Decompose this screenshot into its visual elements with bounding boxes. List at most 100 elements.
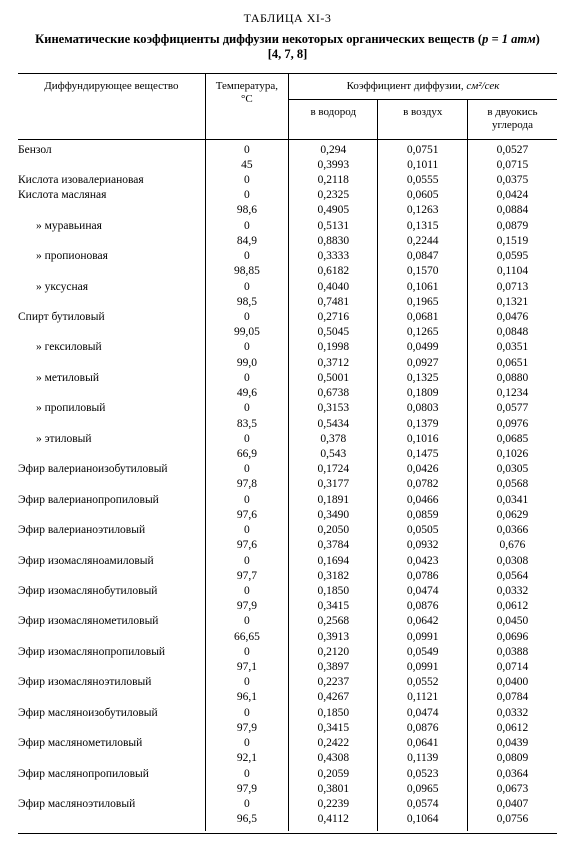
cell-substance — [18, 751, 205, 766]
cell-substance: Кислота масляная — [18, 188, 205, 203]
cell-air: 0,0681 — [378, 310, 467, 325]
cell-substance: » гексиловый — [18, 340, 205, 355]
cell-h2: 0,2050 — [289, 523, 378, 538]
cell-substance: Эфир маслянопропиловый — [18, 767, 205, 782]
cell-temperature: 66,9 — [205, 447, 288, 462]
cell-h2: 0,6182 — [289, 264, 378, 279]
cell-temperature: 0 — [205, 675, 288, 690]
cell-substance — [18, 538, 205, 553]
table-row: » пропионовая00,33330,08470,0595 — [18, 249, 557, 264]
cell-substance: Эфир валерианоизобутиловый — [18, 462, 205, 477]
cell-air: 0,0965 — [378, 782, 467, 797]
cell-temperature: 0 — [205, 706, 288, 721]
cell-h2: 0,2239 — [289, 797, 378, 812]
cell-air: 0,0927 — [378, 356, 467, 371]
cell-h2: 0,1891 — [289, 493, 378, 508]
cell-co2: 0,0884 — [467, 203, 557, 218]
cell-co2: 0,0784 — [467, 690, 557, 705]
cell-substance — [18, 234, 205, 249]
cell-substance — [18, 782, 205, 797]
cell-substance — [18, 417, 205, 432]
cell-co2: 0,0809 — [467, 751, 557, 766]
cell-air: 0,1315 — [378, 219, 467, 234]
cell-substance — [18, 264, 205, 279]
th-co2-l1: в двуокись — [487, 106, 537, 118]
table-row: » пропиловый00,31530,08030,0577 — [18, 401, 557, 416]
cell-air: 0,0876 — [378, 599, 467, 614]
cell-h2: 0,5434 — [289, 417, 378, 432]
table-row: 83,50,54340,13790,0976 — [18, 417, 557, 432]
cell-co2: 0,0400 — [467, 675, 557, 690]
cell-substance: Эфир изомасляноэтиловый — [18, 675, 205, 690]
th-coeff-group: Коэффициент диффузии, см²/сек — [289, 74, 557, 100]
cell-co2: 0,1104 — [467, 264, 557, 279]
cell-co2: 0,0651 — [467, 356, 557, 371]
cell-air: 0,1325 — [378, 371, 467, 386]
cell-temperature: 66,65 — [205, 630, 288, 645]
cell-air: 0,1011 — [378, 158, 467, 173]
cell-h2: 0,3784 — [289, 538, 378, 553]
cell-air: 0,0549 — [378, 645, 467, 660]
cell-air: 0,0426 — [378, 462, 467, 477]
th-air: в воздух — [378, 100, 467, 139]
cell-temperature: 96,1 — [205, 690, 288, 705]
cell-h2: 0,2422 — [289, 736, 378, 751]
table-row: 66,90,5430,14750,1026 — [18, 447, 557, 462]
cell-h2: 0,543 — [289, 447, 378, 462]
cell-temperature: 0 — [205, 462, 288, 477]
cell-co2: 0,0713 — [467, 280, 557, 295]
th-temperature: Температура, °С — [205, 74, 288, 140]
cell-co2: 0,0476 — [467, 310, 557, 325]
cell-h2: 0,378 — [289, 432, 378, 447]
cell-temperature: 97,9 — [205, 599, 288, 614]
cell-air: 0,0523 — [378, 767, 467, 782]
cell-substance: Эфир валерианопропиловый — [18, 493, 205, 508]
cell-temperature: 0 — [205, 797, 288, 812]
table-row: Эфир валерианоизобутиловый00,17240,04260… — [18, 462, 557, 477]
cell-co2: 0,0332 — [467, 584, 557, 599]
cell-air: 0,1265 — [378, 325, 467, 340]
cell-temperature: 0 — [205, 280, 288, 295]
cell-co2: 0,0696 — [467, 630, 557, 645]
cell-h2: 0,4040 — [289, 280, 378, 295]
cell-air: 0,0466 — [378, 493, 467, 508]
table-row: 97,90,38010,09650,0673 — [18, 782, 557, 797]
cell-substance: Кислота изовалериановая — [18, 173, 205, 188]
table-row: 99,050,50450,12650,0848 — [18, 325, 557, 340]
cell-air: 0,0782 — [378, 477, 467, 492]
cell-temperature: 98,5 — [205, 295, 288, 310]
table-row: » метиловый00,50010,13250,0880 — [18, 371, 557, 386]
cell-air: 0,1965 — [378, 295, 467, 310]
cell-co2: 0,0388 — [467, 645, 557, 660]
table-row: Эфир масляномeтиловый00,24220,06410,0439 — [18, 736, 557, 751]
cell-temperature: 0 — [205, 584, 288, 599]
cell-substance — [18, 447, 205, 462]
cell-co2: 0,0564 — [467, 569, 557, 584]
cell-air: 0,0786 — [378, 569, 467, 584]
cell-co2: 0,0527 — [467, 143, 557, 158]
table-row: 450,39930,10110,0715 — [18, 158, 557, 173]
table-title: Кинематические коэффициенты диффузии нек… — [28, 32, 547, 63]
cell-temperature: 0 — [205, 401, 288, 416]
table-row: Эфир изомасляномeтиловый00,25680,06420,0… — [18, 614, 557, 629]
cell-co2: 0,0595 — [467, 249, 557, 264]
cell-air: 0,0751 — [378, 143, 467, 158]
cell-h2: 0,1850 — [289, 584, 378, 599]
cell-h2: 0,3897 — [289, 660, 378, 675]
cell-temperature: 0 — [205, 310, 288, 325]
cell-h2: 0,3333 — [289, 249, 378, 264]
cell-air: 0,0641 — [378, 736, 467, 751]
cell-co2: 0,0351 — [467, 340, 557, 355]
cell-temperature: 97,9 — [205, 721, 288, 736]
table-row: 97,90,34150,08760,0612 — [18, 599, 557, 614]
cell-h2: 0,3415 — [289, 721, 378, 736]
cell-h2: 0,1724 — [289, 462, 378, 477]
table-row: 98,60,49050,12630,0884 — [18, 203, 557, 218]
cell-co2: 0,0450 — [467, 614, 557, 629]
cell-substance — [18, 295, 205, 310]
cell-h2: 0,3993 — [289, 158, 378, 173]
cell-temperature: 0 — [205, 188, 288, 203]
cell-temperature: 84,9 — [205, 234, 288, 249]
cell-co2: 0,0756 — [467, 812, 557, 827]
table-row: Эфир изомаслянопропиловый00,21200,05490,… — [18, 645, 557, 660]
